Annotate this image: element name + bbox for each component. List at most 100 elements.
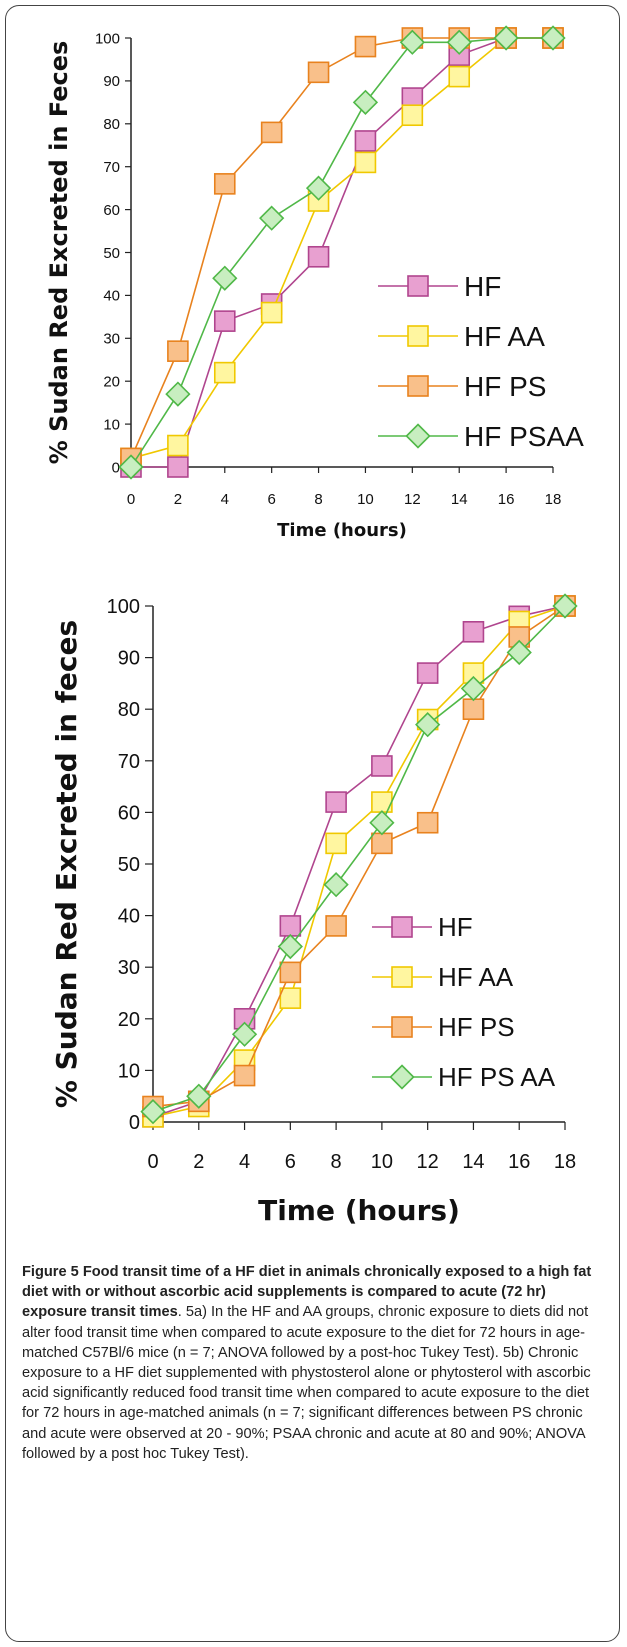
data-point bbox=[305, 175, 332, 201]
y-tick-label: 60 bbox=[118, 802, 140, 824]
series-2 bbox=[142, 595, 576, 1128]
y-tick-label: 100 bbox=[95, 30, 120, 47]
y-tick-label: 100 bbox=[107, 596, 140, 618]
y-tick-label: 40 bbox=[103, 288, 120, 305]
data-point bbox=[325, 832, 347, 855]
figure-frame bbox=[5, 5, 620, 1642]
legend-item: HF bbox=[378, 271, 501, 302]
data-point bbox=[405, 423, 431, 449]
x-tick-label: 18 bbox=[554, 1151, 576, 1173]
data-point bbox=[391, 1016, 413, 1038]
y-tick-label: 0 bbox=[112, 459, 120, 476]
y-tick-label: 90 bbox=[103, 73, 120, 90]
data-point bbox=[416, 811, 439, 834]
data-point bbox=[167, 340, 189, 362]
legend: HF HF AA HF PS HF PSAA bbox=[378, 271, 584, 452]
x-tick-label: 2 bbox=[193, 1151, 204, 1173]
y-tick-label: 90 bbox=[118, 648, 140, 670]
data-point bbox=[540, 25, 566, 51]
x-tick-label: 14 bbox=[451, 491, 468, 508]
data-point bbox=[399, 29, 425, 55]
y-tick-label: 10 bbox=[103, 416, 120, 433]
data-point bbox=[371, 755, 393, 777]
data-point bbox=[506, 639, 532, 666]
data-point bbox=[552, 593, 578, 619]
data-point bbox=[307, 245, 330, 268]
y-tick-label: 80 bbox=[118, 699, 140, 721]
series-line bbox=[130, 37, 553, 459]
data-point bbox=[462, 698, 485, 721]
data-point bbox=[448, 65, 471, 88]
y-tick-label: 50 bbox=[103, 245, 120, 262]
x-tick-label: 16 bbox=[508, 1151, 530, 1173]
series-line bbox=[130, 37, 553, 468]
y-tick-label: 70 bbox=[118, 751, 140, 773]
data-point bbox=[325, 915, 347, 937]
y-tick-label: 10 bbox=[118, 1060, 140, 1082]
data-point bbox=[407, 375, 429, 397]
series-line bbox=[152, 605, 566, 1113]
series-4 bbox=[140, 593, 578, 1125]
x-tick-label: 4 bbox=[239, 1151, 250, 1173]
data-point bbox=[416, 662, 439, 684]
data-point bbox=[323, 872, 349, 898]
legend: HF HF AA HF PS HF PS AA bbox=[372, 912, 556, 1092]
y-tick-label: 30 bbox=[103, 331, 120, 348]
data-point bbox=[212, 265, 238, 291]
series-line bbox=[152, 605, 566, 1118]
data-point bbox=[186, 1083, 212, 1109]
legend-label: HF AA bbox=[438, 962, 514, 992]
series-3 bbox=[120, 27, 564, 470]
data-point bbox=[279, 915, 302, 937]
data-point bbox=[279, 987, 302, 1009]
data-point bbox=[407, 325, 429, 347]
series-2 bbox=[120, 27, 564, 470]
y-tick-label: 20 bbox=[118, 1009, 140, 1031]
data-point bbox=[325, 791, 347, 813]
y-tick-label: 30 bbox=[118, 957, 140, 979]
x-tick-label: 0 bbox=[147, 1151, 158, 1173]
legend-item: HF bbox=[372, 912, 473, 942]
x-tick-label: 8 bbox=[331, 1151, 342, 1173]
series-line bbox=[130, 37, 553, 460]
legend-item: HF PSAA bbox=[378, 421, 584, 452]
data-point bbox=[165, 381, 191, 407]
legend-item: HF AA bbox=[378, 321, 545, 352]
data-point bbox=[354, 130, 377, 152]
data-point bbox=[213, 361, 236, 384]
data-point bbox=[277, 933, 303, 960]
data-point bbox=[401, 104, 424, 127]
series-4 bbox=[118, 25, 566, 480]
x-tick-label: 10 bbox=[357, 491, 374, 508]
data-point bbox=[307, 61, 330, 84]
x-tick-label: 6 bbox=[267, 491, 275, 508]
y-tick-label: 40 bbox=[118, 906, 140, 928]
data-point bbox=[369, 810, 395, 836]
data-point bbox=[118, 454, 144, 480]
y-axis-title: % Sudan Red Excreted in Feces bbox=[45, 41, 73, 465]
data-point bbox=[213, 310, 236, 332]
figure-caption: Figure 5 Food transit time of a HF diet … bbox=[22, 1262, 602, 1464]
legend-item: HF PS bbox=[372, 1012, 515, 1042]
data-point bbox=[493, 25, 519, 51]
data-point bbox=[371, 832, 393, 855]
legend-item: HF AA bbox=[372, 962, 514, 992]
legend-label: HF bbox=[464, 271, 501, 302]
x-tick-label: 2 bbox=[174, 491, 182, 508]
x-axis-title: Time (hours) bbox=[277, 520, 407, 541]
caption-body: . 5a) In the HF and AA groups, chronic e… bbox=[22, 1304, 591, 1462]
series-line bbox=[131, 37, 553, 468]
data-point bbox=[140, 1099, 166, 1125]
data-point bbox=[462, 620, 485, 643]
data-point bbox=[167, 434, 189, 457]
x-tick-label: 14 bbox=[462, 1151, 484, 1173]
data-point bbox=[354, 151, 377, 174]
data-point bbox=[233, 1064, 256, 1087]
legend-label: HF bbox=[438, 912, 473, 942]
data-point bbox=[279, 961, 302, 984]
legend-label: HF PS bbox=[438, 1012, 515, 1042]
chart-1: 0 10 20 30 40 50 60 70 80 90 100 0 2 4 6 8 10 12 14 16 18 Tim… bbox=[45, 25, 584, 541]
series-line bbox=[152, 605, 566, 1108]
x-tick-label: 0 bbox=[127, 491, 135, 508]
